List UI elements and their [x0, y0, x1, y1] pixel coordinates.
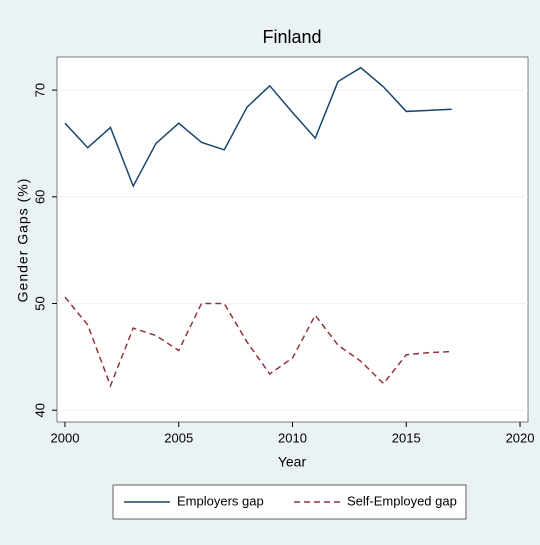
plot-area — [56, 56, 529, 423]
series-line — [64, 296, 452, 388]
y-tick-label: 70 — [32, 83, 47, 97]
series-line — [64, 66, 452, 188]
x-tick-label: 2020 — [506, 430, 535, 445]
y-tick-label: 50 — [32, 296, 47, 310]
y-axis-label: Gender Gaps (%) — [15, 178, 31, 303]
legend-label: Employers gap — [177, 493, 264, 508]
legend-label: Self-Employed gap — [347, 493, 457, 508]
x-axis-label: Year — [278, 454, 307, 470]
x-tick-label: 2010 — [278, 430, 307, 445]
x-tick-label: 2000 — [51, 430, 80, 445]
x-tick-label: 2015 — [392, 430, 421, 445]
y-tick-label: 40 — [32, 403, 47, 417]
legend-box — [112, 484, 467, 520]
x-tick-label: 2005 — [164, 430, 193, 445]
y-tick-label: 60 — [32, 190, 47, 204]
chart-title: Finland — [262, 27, 321, 47]
